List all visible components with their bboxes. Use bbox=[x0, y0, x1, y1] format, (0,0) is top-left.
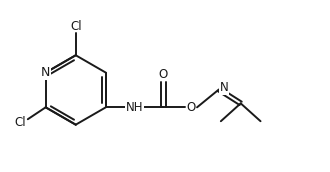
Text: N: N bbox=[219, 81, 228, 94]
Text: Cl: Cl bbox=[14, 116, 26, 129]
Text: NH: NH bbox=[126, 101, 143, 114]
Text: Cl: Cl bbox=[70, 20, 82, 33]
Text: N: N bbox=[41, 66, 50, 79]
Text: O: O bbox=[159, 68, 168, 81]
Text: O: O bbox=[186, 101, 196, 114]
